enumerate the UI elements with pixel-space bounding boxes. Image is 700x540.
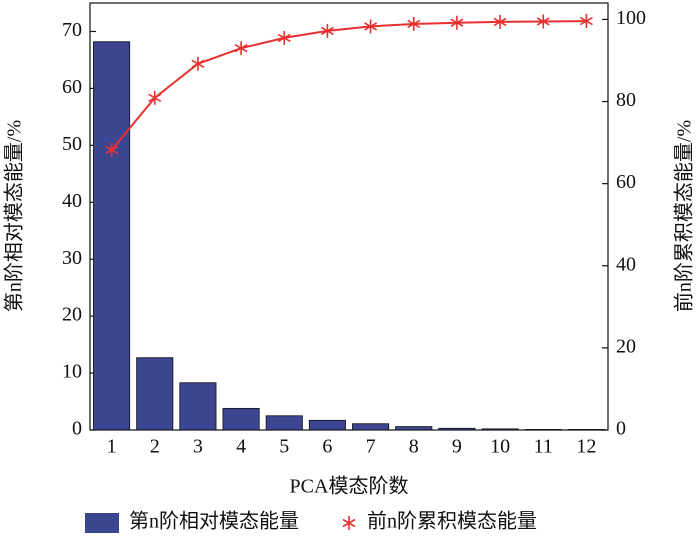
line-marker: [105, 142, 119, 157]
x-tick-label: 1: [107, 436, 117, 458]
x-tick-label: 11: [534, 436, 553, 458]
x-tick-label: 2: [150, 436, 160, 458]
line-marker: [277, 30, 291, 45]
x-tick-label: 8: [409, 436, 419, 458]
bar: [265, 415, 303, 431]
marker-stroke: [277, 33, 291, 43]
y-tick-label: 70: [62, 19, 82, 41]
line: [110, 20, 587, 151]
y-tick-label: 0: [72, 418, 82, 440]
line-marker: [191, 56, 205, 71]
marker-stroke: [234, 43, 248, 53]
line-marker: [493, 14, 507, 29]
line-marker: [364, 19, 378, 34]
marker-stroke: [579, 16, 593, 26]
bar: [308, 419, 346, 431]
marker-stroke: [493, 17, 507, 27]
legend-marker: [342, 516, 356, 530]
line-marker: [148, 90, 162, 105]
y2-tick-label: 100: [616, 7, 646, 29]
y2-tick-label: 0: [616, 418, 626, 440]
x-tick-label: 10: [490, 436, 510, 458]
y2-axis-title: 前n阶累积模态能量/%: [673, 120, 696, 312]
y2-tick-label: 40: [616, 253, 636, 275]
marker-stroke: [105, 145, 119, 155]
x-tick-label: 9: [452, 436, 462, 458]
bar: [567, 429, 605, 431]
marker-stroke: [320, 26, 334, 36]
x-tick-label: 7: [366, 436, 376, 458]
line-marker: [536, 14, 550, 29]
bar: [222, 407, 260, 431]
marker-stroke: [536, 17, 550, 26]
bar: [136, 357, 174, 431]
marker-stroke: [148, 93, 162, 103]
marker-stroke: [342, 518, 356, 528]
y-tick-label: 20: [62, 304, 82, 326]
line-marker: [579, 14, 593, 29]
x-tick-label: 3: [193, 436, 203, 458]
bar: [524, 429, 562, 431]
marker-stroke: [364, 22, 378, 31]
legend-label: 第n阶相对模态能量: [129, 510, 299, 533]
y2-tick-label: 60: [616, 171, 636, 193]
x-tick-label: 12: [576, 436, 596, 458]
bar: [352, 423, 390, 431]
y-axis-title: 第n阶相对模态能量/%: [3, 120, 26, 312]
y2-tick-label: 20: [616, 335, 636, 357]
bar: [395, 426, 433, 431]
plot-frame: [89, 2, 609, 431]
line-marker: [320, 23, 334, 38]
bar: [481, 428, 519, 431]
y-tick-label: 60: [62, 76, 82, 98]
bar: [93, 41, 131, 431]
line-marker: [450, 15, 464, 30]
y-tick-label: 40: [62, 190, 82, 212]
line-marker: [407, 16, 421, 31]
y-tick-label: 50: [62, 133, 82, 155]
marker-stroke: [407, 19, 421, 29]
legend-label: 前n阶累积模态能量: [367, 510, 537, 533]
y-tick-label: 30: [62, 247, 82, 269]
bar: [179, 382, 217, 431]
legend-swatch: [85, 513, 119, 533]
y2-tick-label: 80: [616, 89, 636, 111]
bar: [438, 427, 476, 431]
y-tick-label: 10: [62, 361, 82, 383]
line-marker: [234, 41, 248, 56]
x-tick-label: 6: [322, 436, 332, 458]
x-tick-label: 4: [236, 436, 246, 458]
x-axis-title: PCA模态阶数: [290, 475, 409, 498]
marker-stroke: [450, 18, 464, 27]
marker-stroke: [191, 59, 205, 68]
x-tick-label: 5: [279, 436, 289, 458]
